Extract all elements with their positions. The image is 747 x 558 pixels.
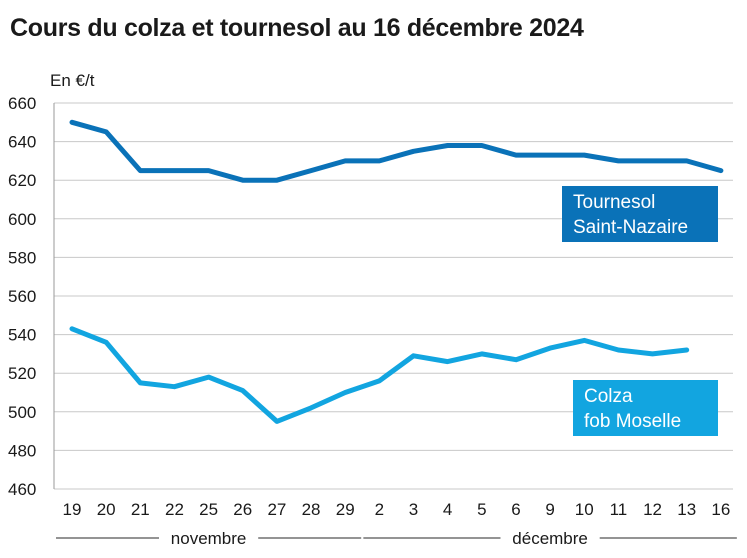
y-tick-label: 660 xyxy=(8,94,36,113)
series-label-text: Colza xyxy=(584,386,633,407)
x-tick-label: 20 xyxy=(97,500,116,519)
x-tick-label: 3 xyxy=(409,500,418,519)
x-tick-label: 26 xyxy=(233,500,252,519)
series-label-box xyxy=(562,186,718,242)
month-groups: novembre décembre xyxy=(56,529,737,548)
x-tick-labels: 19 20 21 22 25 26 27 28 29 2 3 4 5 6 9 10 11 12 13 16 xyxy=(63,500,731,519)
y-tick-label: 560 xyxy=(8,287,36,306)
month-group-decembre: décembre xyxy=(363,529,737,548)
series-label-box xyxy=(573,380,718,436)
y-tick-label: 640 xyxy=(8,133,36,152)
month-label: novembre xyxy=(171,529,247,548)
x-tick-label: 5 xyxy=(477,500,486,519)
y-tick-label: 460 xyxy=(8,480,36,499)
x-tick-label: 28 xyxy=(302,500,321,519)
series-lines xyxy=(69,119,724,424)
y-tick-labels: 460 480 500 520 540 560 580 600 620 640 660 xyxy=(8,94,36,499)
series-label-text: Saint-Nazaire xyxy=(573,217,688,238)
series-label-text: fob Moselle xyxy=(584,411,681,432)
x-tick-label: 6 xyxy=(511,500,520,519)
series-labels: Tournesol Saint-Nazaire Colza fob Moselle xyxy=(562,186,718,436)
y-tick-label: 600 xyxy=(8,210,36,229)
series-line-colza xyxy=(69,326,690,424)
chart-title: Cours du colza et tournesol au 16 décemb… xyxy=(10,14,584,42)
x-tick-label: 21 xyxy=(131,500,150,519)
series-label-text: Tournesol xyxy=(573,192,655,213)
x-tick-label: 25 xyxy=(199,500,218,519)
x-tick-label: 22 xyxy=(165,500,184,519)
y-axis-unit: En €/t xyxy=(50,71,95,90)
x-tick-label: 27 xyxy=(267,500,286,519)
x-tick-label: 16 xyxy=(711,500,730,519)
x-tick-label: 10 xyxy=(575,500,594,519)
y-tick-label: 500 xyxy=(8,403,36,422)
y-tick-label: 620 xyxy=(8,171,36,190)
y-tick-label: 540 xyxy=(8,326,36,345)
x-tick-label: 2 xyxy=(375,500,384,519)
x-tick-label: 4 xyxy=(443,500,452,519)
month-label: décembre xyxy=(512,529,588,548)
y-tick-label: 480 xyxy=(8,441,36,460)
x-tick-label: 12 xyxy=(643,500,662,519)
x-tick-label: 19 xyxy=(63,500,82,519)
gridlines xyxy=(53,102,733,490)
x-tick-label: 29 xyxy=(336,500,355,519)
x-tick-label: 13 xyxy=(677,500,696,519)
series-line-tournesol xyxy=(69,119,724,183)
y-tick-label: 580 xyxy=(8,248,36,267)
series-label-colza: Colza fob Moselle xyxy=(573,380,718,436)
x-tick-label: 9 xyxy=(545,500,554,519)
series-label-tournesol: Tournesol Saint-Nazaire xyxy=(562,186,718,242)
month-group-novembre: novembre xyxy=(56,529,362,548)
y-tick-label: 520 xyxy=(8,364,36,383)
x-tick-label: 11 xyxy=(610,500,628,519)
